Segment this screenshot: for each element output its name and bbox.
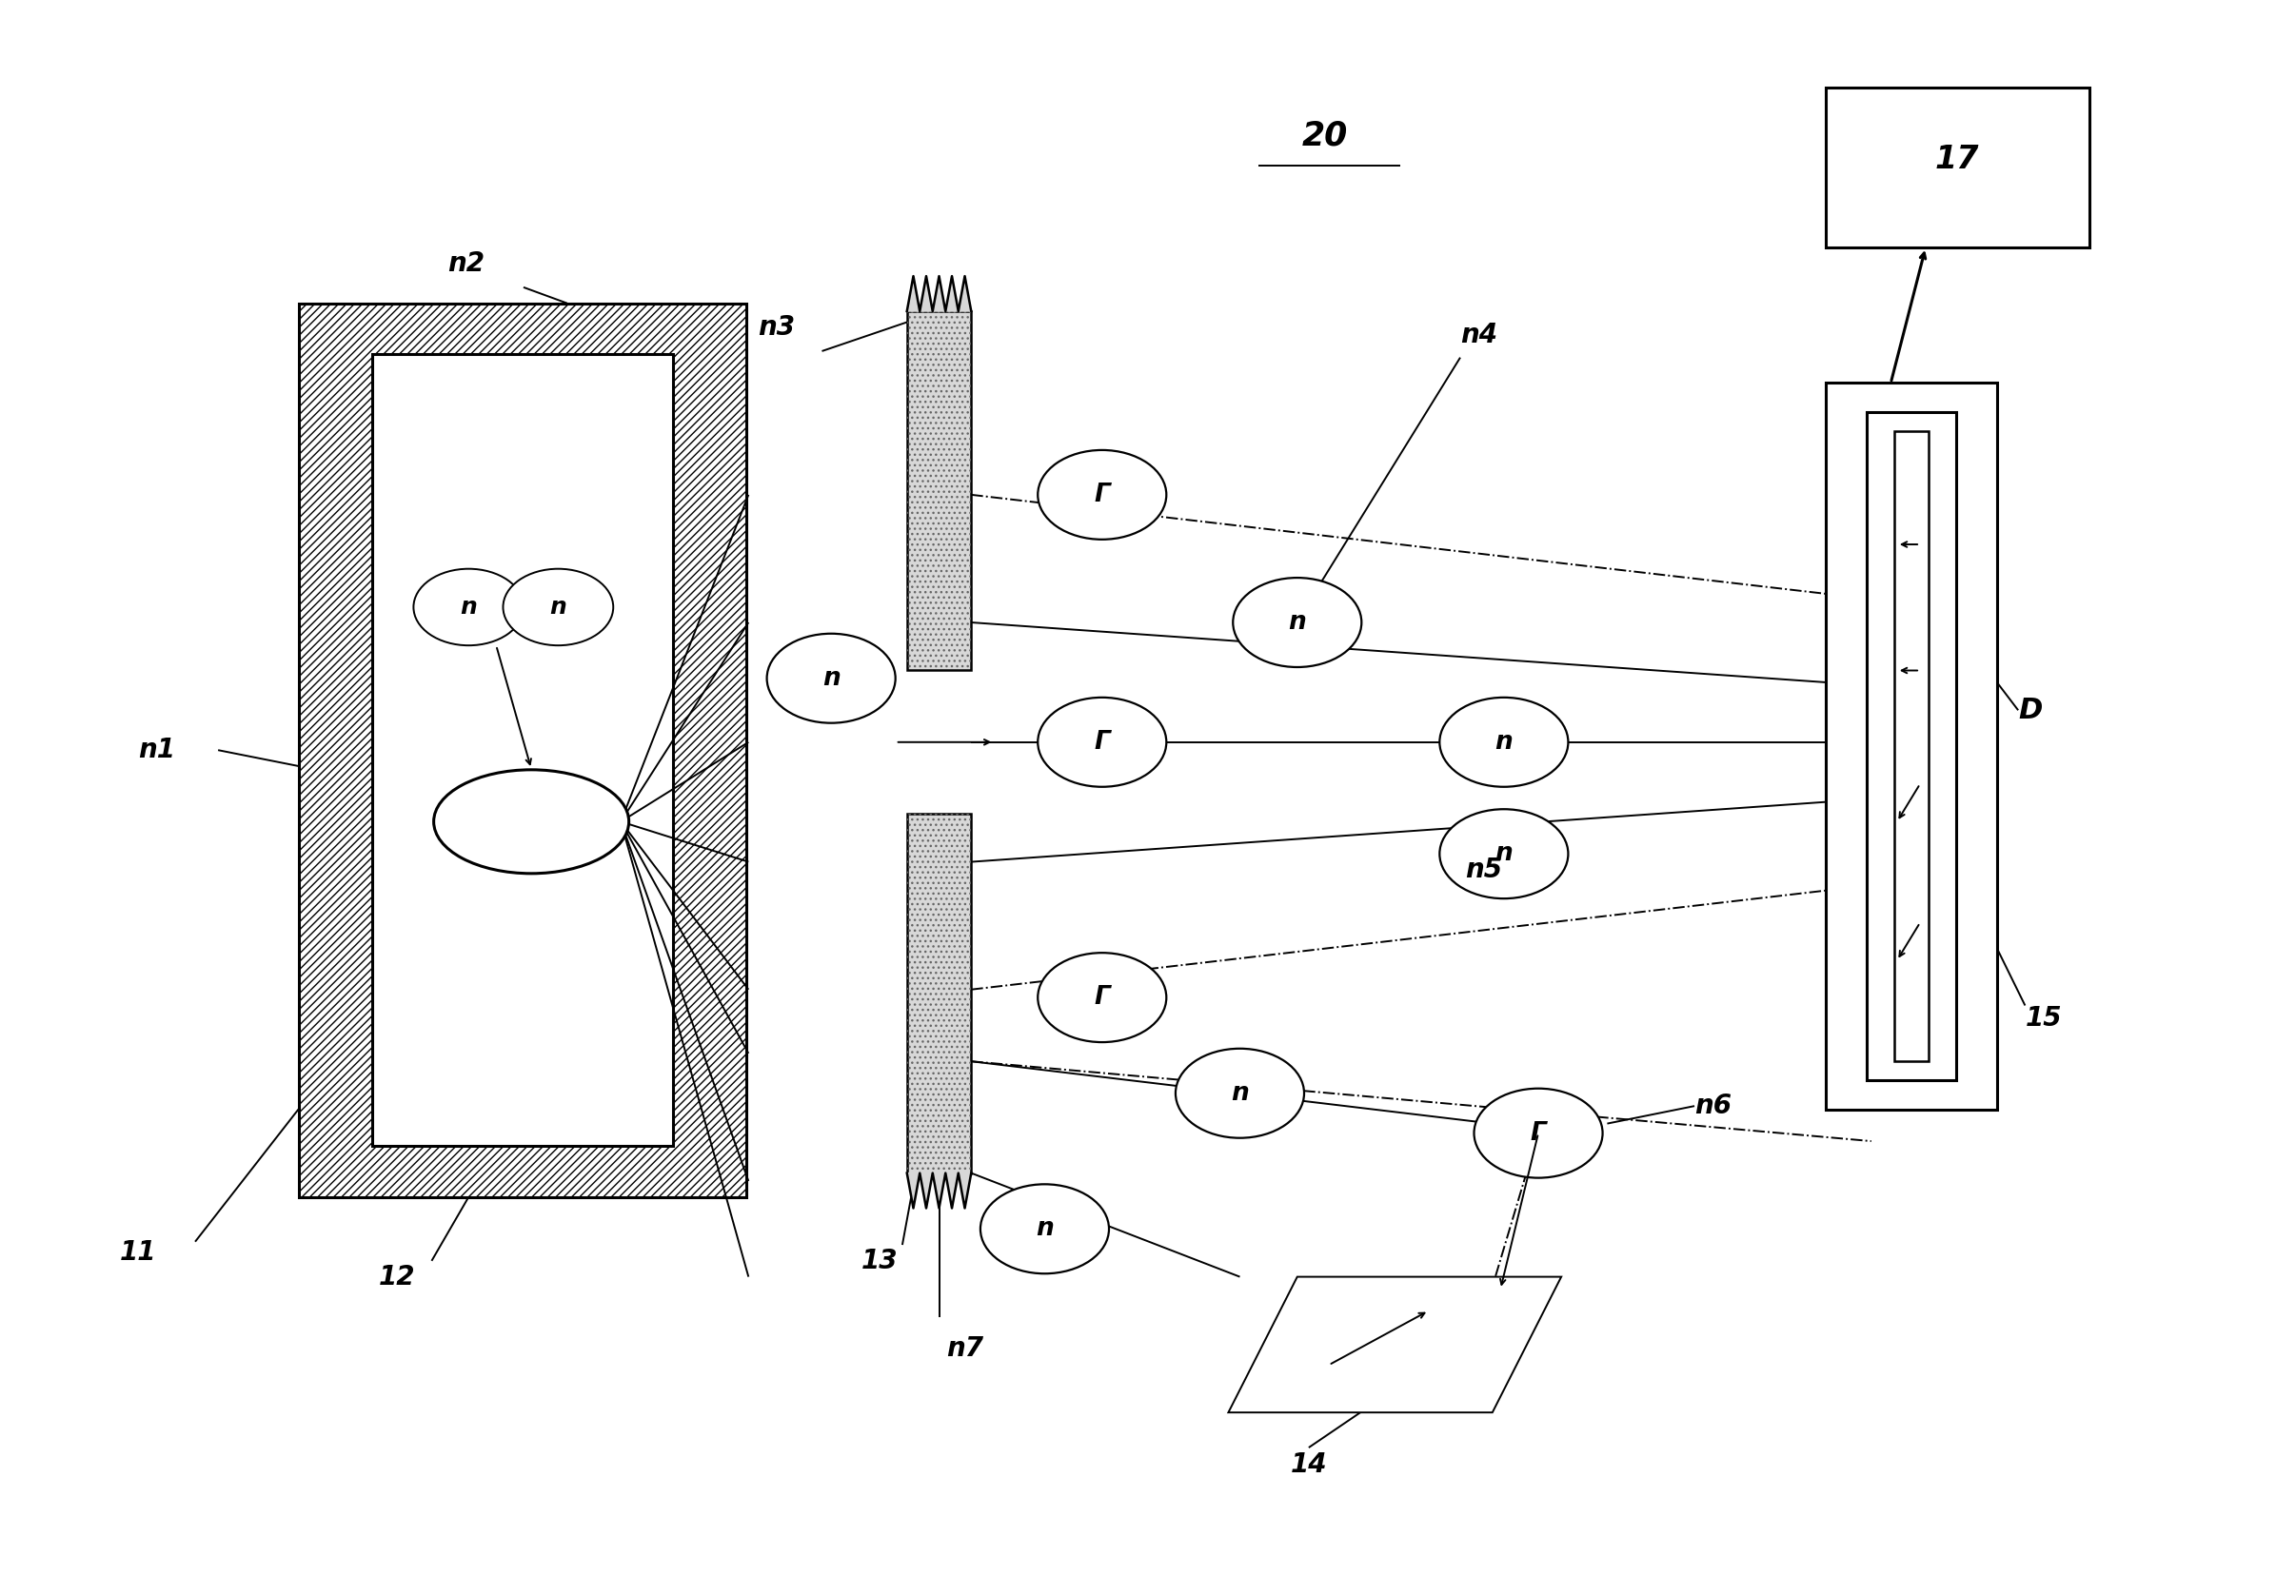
Circle shape <box>1038 450 1166 539</box>
Text: Γ: Γ <box>1095 985 1109 1010</box>
Circle shape <box>1233 578 1362 667</box>
Text: Γ: Γ <box>1095 482 1109 508</box>
Text: D: D <box>2018 696 2043 725</box>
Text: 20: 20 <box>1302 120 1348 152</box>
Circle shape <box>1474 1088 1603 1178</box>
Text: n: n <box>1495 729 1513 755</box>
Circle shape <box>1038 697 1166 787</box>
Polygon shape <box>1228 1277 1561 1412</box>
Polygon shape <box>907 276 971 311</box>
Circle shape <box>1038 953 1166 1042</box>
Text: n4: n4 <box>1460 322 1497 348</box>
Text: 12: 12 <box>379 1264 416 1290</box>
Polygon shape <box>907 1173 971 1208</box>
Bar <box>907 814 971 1173</box>
Text: n: n <box>822 666 840 691</box>
Bar <box>1825 383 1998 1109</box>
Text: n5: n5 <box>1465 857 1502 883</box>
Circle shape <box>413 568 523 645</box>
Text: n1: n1 <box>138 737 174 763</box>
Text: n: n <box>549 595 567 619</box>
Text: n: n <box>1231 1080 1249 1106</box>
Circle shape <box>767 634 895 723</box>
Bar <box>1825 383 1998 1109</box>
Text: n3: n3 <box>758 314 794 340</box>
Bar <box>907 311 971 670</box>
Text: 17: 17 <box>1936 144 1979 176</box>
Bar <box>298 303 746 1197</box>
Text: n: n <box>1035 1216 1054 1242</box>
Circle shape <box>1440 697 1568 787</box>
Text: n: n <box>459 595 478 619</box>
Text: Γ: Γ <box>1531 1120 1545 1146</box>
Circle shape <box>980 1184 1109 1274</box>
Text: n7: n7 <box>946 1336 983 1361</box>
Text: n: n <box>1288 610 1306 635</box>
Ellipse shape <box>434 769 629 873</box>
Text: 13: 13 <box>861 1248 898 1274</box>
Bar <box>907 311 971 670</box>
Bar <box>1867 412 1956 1080</box>
Bar <box>1825 88 2089 247</box>
Bar <box>372 354 673 1146</box>
Bar <box>1894 431 1929 1061</box>
Text: n2: n2 <box>448 251 484 276</box>
Text: Γ: Γ <box>1095 729 1109 755</box>
Circle shape <box>503 568 613 645</box>
Bar <box>298 303 746 1197</box>
Text: 15: 15 <box>2025 1005 2062 1031</box>
Bar <box>907 814 971 1173</box>
Circle shape <box>1440 809 1568 899</box>
Text: n: n <box>1495 841 1513 867</box>
Text: 11: 11 <box>119 1240 156 1266</box>
Circle shape <box>1176 1049 1304 1138</box>
Text: 14: 14 <box>1290 1452 1327 1478</box>
Text: n6: n6 <box>1694 1093 1731 1119</box>
